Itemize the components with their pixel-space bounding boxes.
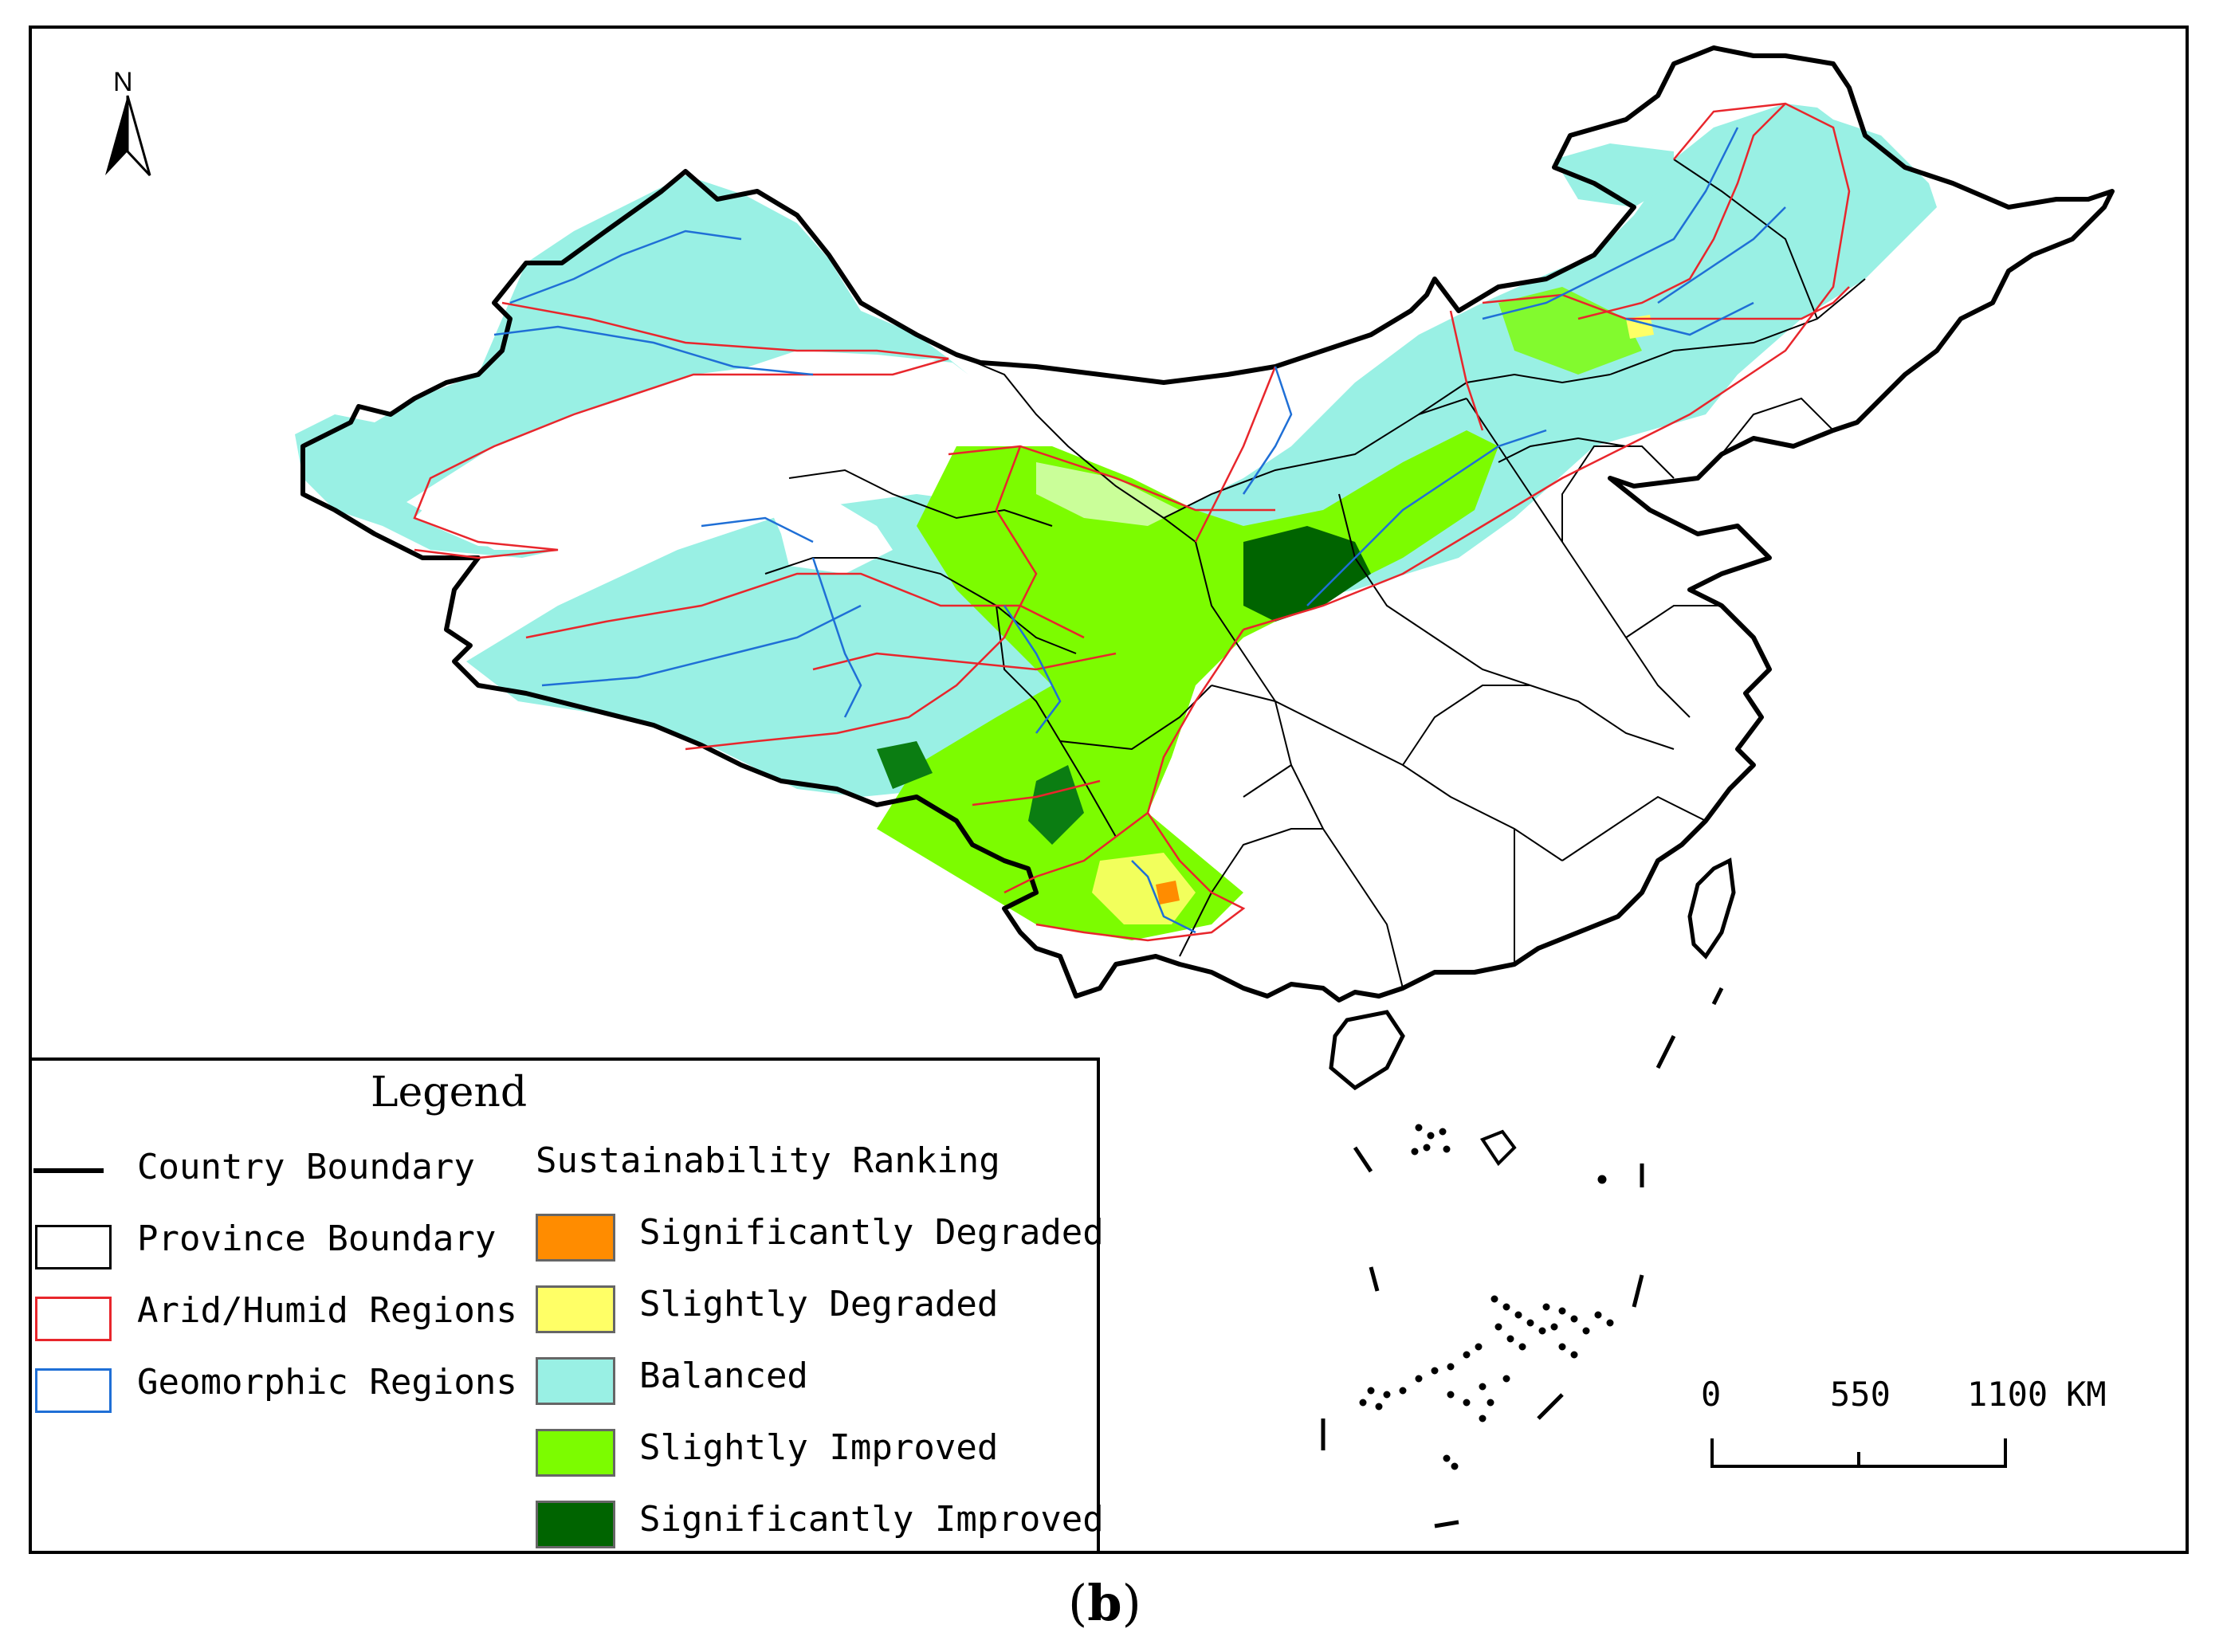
balanced-area [1554, 143, 1674, 207]
scale-label-0: 0 [1701, 1375, 1722, 1414]
geomorphic-regions-label: Geomorphic Regions [137, 1362, 517, 1403]
province-boundary-swatch [35, 1225, 112, 1269]
legend-title: Legend [371, 1069, 528, 1116]
non-vegetated-areas [406, 359, 1180, 574]
slightly-improved-swatch [536, 1429, 615, 1477]
scale-bar [1710, 1438, 2007, 1468]
balanced-label: Balanced [639, 1356, 808, 1396]
significantly-degraded-label: Significantly Degraded [639, 1212, 1104, 1253]
significantly-improved-swatch [536, 1501, 615, 1548]
geomorphic-regions-swatch [35, 1368, 112, 1413]
sustainability-ranking-title: Sustainability Ranking [536, 1140, 1000, 1181]
north-arrow-icon [105, 95, 151, 177]
arid-humid-regions-swatch [35, 1297, 112, 1341]
scale-unit: KM [2066, 1375, 2107, 1414]
balanced-swatch [536, 1357, 615, 1405]
province-boundary-label: Province Boundary [137, 1218, 497, 1259]
slightly-degraded-swatch [536, 1285, 615, 1333]
north-label: N [113, 67, 133, 97]
caption-letter: b [1087, 1574, 1122, 1632]
scale-label-550: 550 [1830, 1375, 1891, 1414]
caption-open: ( [1068, 1574, 1088, 1632]
country-boundary-swatch [33, 1168, 104, 1173]
country-boundary-label: Country Boundary [137, 1147, 475, 1187]
significantly-improved-label: Significantly Improved [639, 1499, 1104, 1540]
arid-humid-regions-label: Arid/Humid Regions [137, 1290, 517, 1331]
country-boundary [1687, 857, 1736, 959]
slightly-degraded-label: Slightly Degraded [639, 1284, 999, 1324]
figure-caption: (b) [1068, 1574, 1141, 1632]
map-legend: Legend Country Boundary Province Boundar… [29, 1058, 1104, 1554]
arid-humid-regions [413, 102, 1851, 942]
scale-label-1100: 1100 [1967, 1375, 2048, 1414]
country-boundary [300, 45, 2115, 1003]
significantly-improved-area [1028, 765, 1084, 845]
caption-close: ) [1121, 1574, 1141, 1632]
significantly-improved-area [1243, 526, 1371, 622]
slightly-degraded-area [1092, 853, 1196, 924]
geomorphic-regions [493, 127, 1786, 934]
south-china-sea-islands [1321, 987, 1724, 1528]
slightly-improved-label: Slightly Improved [639, 1427, 999, 1468]
slightly-improved-area [1498, 287, 1642, 375]
significantly-degraded-swatch [536, 1214, 615, 1262]
significantly-improved-area [877, 741, 933, 789]
country-boundary [1329, 1010, 1405, 1091]
province-boundaries [764, 159, 1866, 989]
significantly-degraded-area [1156, 881, 1180, 904]
